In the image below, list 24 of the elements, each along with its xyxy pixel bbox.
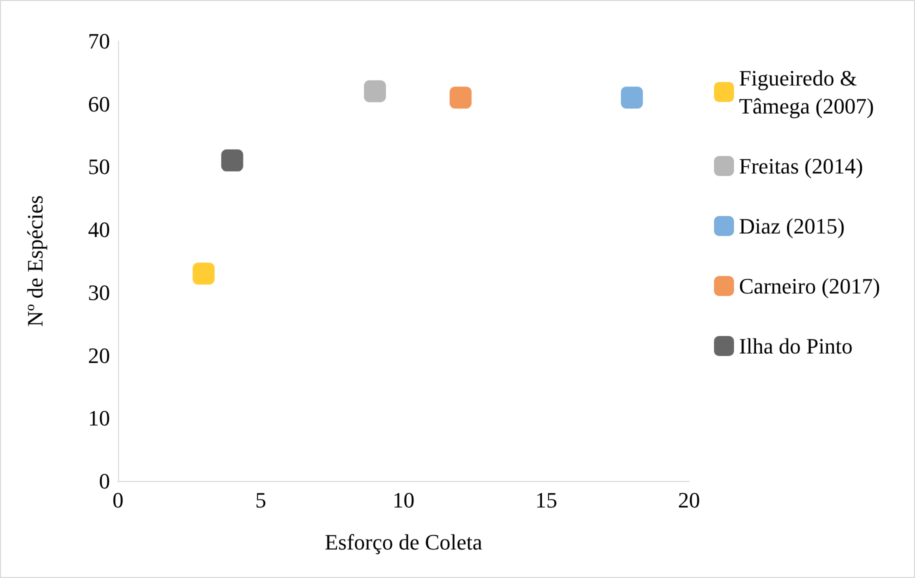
y-tick-label: 50 [88,154,110,180]
y-tick-label: 70 [88,28,110,54]
legend-label: Diaz (2015) [739,214,845,238]
point [620,86,643,109]
y-axis-title: Nº de Espécies [22,195,48,327]
legend-label: Figueiredo & Tâmega (2007) [739,66,874,118]
x-tick-label: 5 [255,488,266,512]
y-tick-label: 0 [99,468,110,494]
y-tick-label: 60 [88,91,110,116]
x-tick-label: 20 [678,488,700,512]
legend-label: Carneiro (2017) [739,274,880,298]
y-tick-label: 40 [88,217,110,242]
legend-label: Ilha do Pinto [739,334,853,358]
y-tick-label: 30 [88,280,110,305]
x-tick-label: 10 [392,488,414,512]
y-tick-label: 10 [88,406,110,431]
point [450,86,472,109]
point [221,149,244,172]
point [192,262,215,285]
legend-label: Freitas (2014) [739,154,864,178]
point [364,80,386,102]
y-tick-label: 20 [88,342,110,368]
x-axis-title: Esforço de Coleta [324,530,483,554]
x-tick-label: 15 [535,488,558,512]
